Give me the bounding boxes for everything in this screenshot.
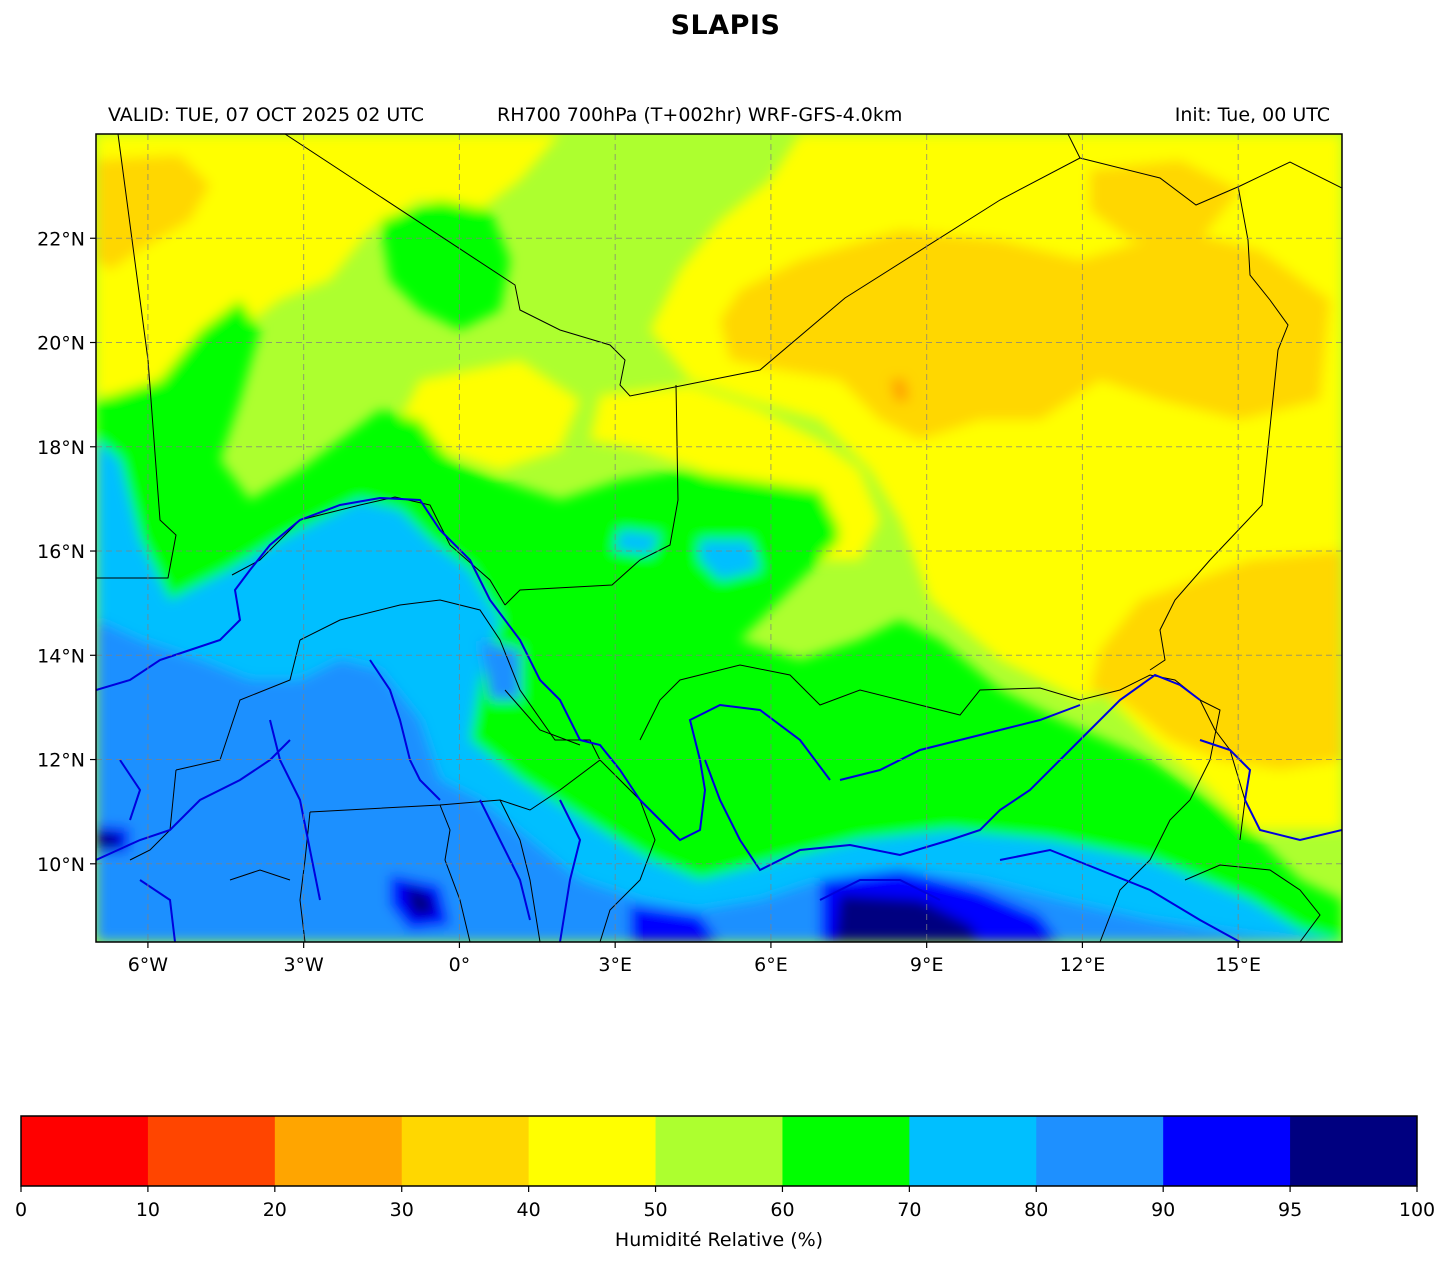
colorbar-label: Humidité Relative (%) bbox=[615, 1229, 823, 1251]
colorbar-tick-label: 50 bbox=[643, 1199, 667, 1221]
colorbar-tick-label: 40 bbox=[517, 1199, 541, 1221]
y-tick-label: 10°N bbox=[37, 854, 85, 876]
colorbar-tick-label: 70 bbox=[897, 1199, 921, 1221]
colorbar-swatch bbox=[147, 1116, 276, 1186]
y-tick-label: 12°N bbox=[37, 750, 85, 772]
gridlines bbox=[96, 134, 1342, 942]
colorbar-swatch bbox=[1036, 1116, 1164, 1186]
y-tick-label: 20°N bbox=[37, 333, 85, 355]
x-tick-label: 6°W bbox=[128, 954, 169, 976]
colorbar-tick-label: 0 bbox=[15, 1199, 27, 1221]
longitude-ticks: 6°W 3°W 0° 3°E 6°E 9°E 12°E 15°E bbox=[128, 942, 1261, 976]
colorbar-tick-label: 30 bbox=[390, 1199, 414, 1221]
map-title: SLAPIS bbox=[670, 10, 781, 41]
colorbar-swatch bbox=[528, 1116, 657, 1186]
valid-time-label: VALID: TUE, 07 OCT 2025 02 UTC bbox=[108, 104, 424, 126]
colorbar-frame bbox=[20, 1115, 1418, 1187]
colorbar-tick-label: 20 bbox=[263, 1199, 287, 1221]
colorbar-swatch bbox=[274, 1116, 403, 1186]
colorbar-ticks: 0 10 20 30 40 50 60 70 80 90 95 100 bbox=[15, 1186, 1435, 1221]
colorbar-swatch bbox=[655, 1116, 783, 1186]
x-tick-label: 3°W bbox=[283, 954, 324, 976]
x-tick-label: 0° bbox=[449, 954, 471, 976]
colorbar-swatch bbox=[909, 1116, 1037, 1186]
latitude-ticks: 10°N 12°N 14°N 16°N 18°N 20°N 22°N bbox=[37, 228, 96, 876]
y-tick-label: 18°N bbox=[37, 437, 85, 459]
x-tick-label: 9°E bbox=[910, 954, 944, 976]
x-tick-label: 6°E bbox=[754, 954, 788, 976]
country-borders bbox=[96, 134, 1342, 942]
y-tick-label: 22°N bbox=[37, 228, 85, 250]
colorbar-swatch bbox=[21, 1116, 149, 1186]
colorbar bbox=[21, 1116, 1418, 1186]
y-tick-label: 16°N bbox=[37, 541, 85, 563]
x-tick-label: 12°E bbox=[1060, 954, 1106, 976]
rivers bbox=[96, 496, 1342, 942]
x-tick-label: 15°E bbox=[1215, 954, 1261, 976]
colorbar-tick-label: 95 bbox=[1278, 1199, 1302, 1221]
colorbar-swatch bbox=[401, 1116, 530, 1186]
colorbar-swatch bbox=[1163, 1116, 1291, 1186]
colorbar-swatch bbox=[1290, 1116, 1418, 1186]
colorbar-tick-label: 90 bbox=[1151, 1199, 1175, 1221]
colorbar-tick-label: 60 bbox=[770, 1199, 794, 1221]
colorbar-tick-label: 10 bbox=[136, 1199, 160, 1221]
colorbar-tick-label: 100 bbox=[1399, 1199, 1435, 1221]
init-time-label: Init: Tue, 00 UTC bbox=[1174, 104, 1330, 126]
field-description-label: RH700 700hPa (T+002hr) WRF-GFS-4.0km bbox=[497, 104, 903, 126]
map-frame bbox=[95, 133, 1343, 943]
colorbar-tick-label: 80 bbox=[1024, 1199, 1048, 1221]
x-tick-label: 3°E bbox=[598, 954, 632, 976]
y-tick-label: 14°N bbox=[37, 645, 85, 667]
humidity-field bbox=[96, 134, 1342, 942]
colorbar-swatch bbox=[782, 1116, 910, 1186]
